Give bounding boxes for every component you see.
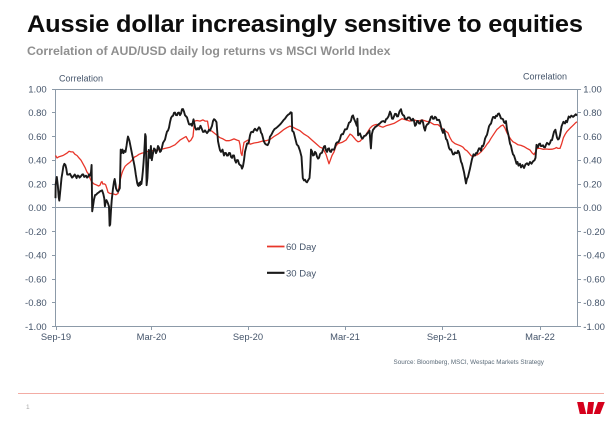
svg-text:-0.40: -0.40 bbox=[25, 251, 47, 262]
svg-text:0.60: 0.60 bbox=[28, 132, 47, 143]
svg-text:Mar-22: Mar-22 bbox=[525, 331, 555, 342]
svg-text:-0.60: -0.60 bbox=[25, 274, 47, 285]
svg-text:Mar-21: Mar-21 bbox=[330, 331, 360, 342]
svg-text:-0.40: -0.40 bbox=[583, 251, 605, 262]
svg-text:Correlation: Correlation bbox=[523, 72, 567, 82]
svg-text:Sep-21: Sep-21 bbox=[427, 331, 457, 342]
svg-text:0.20: 0.20 bbox=[583, 179, 602, 190]
svg-text:0.20: 0.20 bbox=[28, 179, 47, 190]
svg-text:Mar-20: Mar-20 bbox=[137, 331, 167, 342]
svg-text:-0.20: -0.20 bbox=[583, 227, 605, 238]
svg-text:-0.80: -0.80 bbox=[583, 298, 605, 309]
svg-text:-0.20: -0.20 bbox=[25, 227, 47, 238]
svg-text:0.80: 0.80 bbox=[583, 108, 602, 119]
svg-text:-1.00: -1.00 bbox=[583, 322, 605, 333]
svg-text:Source: Bloomberg, MSCI, Westp: Source: Bloomberg, MSCI, Westpac Markets… bbox=[394, 359, 545, 366]
svg-text:1.00: 1.00 bbox=[583, 84, 602, 95]
svg-text:60 Day: 60 Day bbox=[286, 242, 316, 253]
svg-text:-1.00: -1.00 bbox=[25, 322, 47, 333]
svg-text:1.00: 1.00 bbox=[28, 84, 47, 95]
svg-text:0.40: 0.40 bbox=[28, 156, 47, 167]
svg-text:0.00: 0.00 bbox=[28, 203, 47, 214]
svg-text:30 Day: 30 Day bbox=[286, 268, 316, 279]
svg-text:Correlation: Correlation bbox=[59, 74, 103, 84]
svg-text:Sep-20: Sep-20 bbox=[233, 331, 263, 342]
svg-text:0.80: 0.80 bbox=[28, 108, 47, 119]
svg-text:-0.60: -0.60 bbox=[583, 274, 605, 285]
svg-text:0.60: 0.60 bbox=[583, 132, 602, 143]
svg-text:0.00: 0.00 bbox=[583, 203, 602, 214]
svg-text:Sep-19: Sep-19 bbox=[41, 331, 71, 342]
svg-text:-0.80: -0.80 bbox=[25, 298, 47, 309]
svg-text:0.40: 0.40 bbox=[583, 156, 602, 167]
